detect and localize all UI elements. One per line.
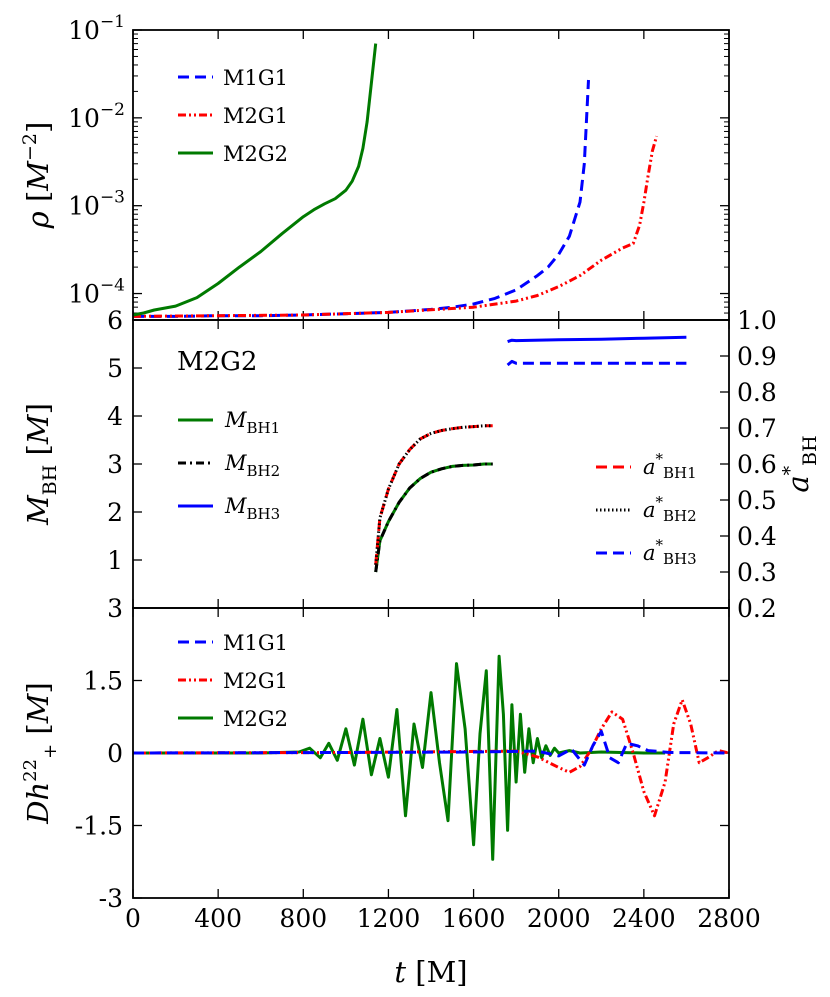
x-tick-label: 2800	[697, 904, 761, 933]
x-tick-label: 800	[279, 904, 327, 933]
plot-frame	[132, 607, 730, 899]
y-tick-label: 3	[107, 450, 123, 479]
legend-label-M2G2: M2G2	[223, 707, 288, 731]
y-tick-label: 10−3	[68, 188, 125, 221]
y2-tick-label: 0.8	[737, 378, 777, 407]
y-tick-label: 0	[107, 739, 123, 768]
y2-tick-label: 0.4	[737, 522, 777, 551]
y2-tick-label: 0.9	[737, 342, 777, 371]
y-tick-label: 10−2	[68, 100, 125, 133]
legend-label-a-BH3: a*BH3	[643, 536, 697, 568]
y-tick-label: -1.5	[75, 812, 123, 841]
series-M2G2	[132, 43, 378, 317]
y2-tick-label: 0.5	[737, 486, 777, 515]
series-a*_BH2	[374, 424, 493, 565]
legend-label-a-BH2: a*BH2	[643, 493, 697, 525]
legend-label-a-BH1: a*BH1	[643, 450, 697, 482]
black-hole-panel: 6 5 4 3 2 1 1.0 0.9 0.8 0.7 0.6 0.5 0.4 0.3 0.2 M2G2 MBH…	[21, 306, 821, 623]
y-tick-label: -3	[99, 884, 123, 913]
y-tick-label: 3	[107, 594, 123, 623]
y-tick-label: 10−1	[68, 12, 125, 45]
y-tick-label: 2	[107, 498, 123, 527]
y2-tick-label: 0.2	[737, 594, 777, 623]
legend-label-M2G2: M2G2	[223, 142, 288, 166]
y2-tick-label: 1.0	[737, 306, 777, 335]
y-tick-label: 5	[107, 354, 123, 383]
x-tick-label: 1600	[442, 904, 506, 933]
series-a*_BH3	[506, 359, 687, 367]
y-axis-label: MBH [M]	[21, 403, 61, 526]
x-tick-label: 2000	[527, 904, 591, 933]
x-tick-label: 400	[194, 904, 242, 933]
x-axis-label: t [M]	[394, 955, 467, 989]
series-M2G1	[132, 698, 730, 818]
series-a*_BH1	[374, 424, 493, 565]
legend-label-M1G1: M1G1	[223, 66, 288, 90]
legend-label-M1G1: M1G1	[223, 631, 288, 655]
y-tick-label: 1	[107, 546, 123, 575]
y2-tick-label: 0.3	[737, 558, 777, 587]
y-tick-label: 4	[107, 402, 123, 431]
legend-label-M2G1: M2G1	[223, 669, 288, 693]
series-M2G2	[133, 654, 666, 861]
x-tick-label: 1200	[357, 904, 421, 933]
legend-label-M-BH1: MBH1	[224, 408, 280, 437]
y-tick-label: 1.5	[83, 667, 123, 696]
legend-label-M-BH2: MBH2	[224, 451, 280, 480]
series-M_BH2	[374, 462, 493, 573]
y-tick-label: 6	[107, 306, 123, 335]
y-axis-label: Dh22+ [M]	[20, 682, 61, 825]
y-tick-label: 10−4	[68, 276, 125, 309]
legend-label-M2G1: M2G1	[223, 104, 288, 128]
x-tick-label: 0	[125, 904, 141, 933]
waveform-panel: 31.50-1.5-30 400 800 1200 1600 2000 2400 2800M1…	[20, 594, 761, 989]
legend-label-M-BH3: MBH3	[224, 494, 280, 523]
y-axis-label: ρ [M−2]	[19, 122, 55, 230]
y2-axis-label: a*BH	[779, 435, 821, 492]
y2-tick-label: 0.6	[737, 450, 777, 479]
y2-tick-label: 0.7	[737, 414, 777, 443]
series-M1G1	[132, 729, 730, 767]
x-tick-label: 2400	[612, 904, 676, 933]
series-M_BH3	[507, 335, 687, 344]
series-M2G1	[132, 135, 659, 318]
density-panel: 10−1 10−2 10−3 10−4 M1G1 M2G1 M2G2 ρ [M−2]	[19, 12, 730, 321]
panel-annotation: M2G2	[177, 347, 257, 377]
